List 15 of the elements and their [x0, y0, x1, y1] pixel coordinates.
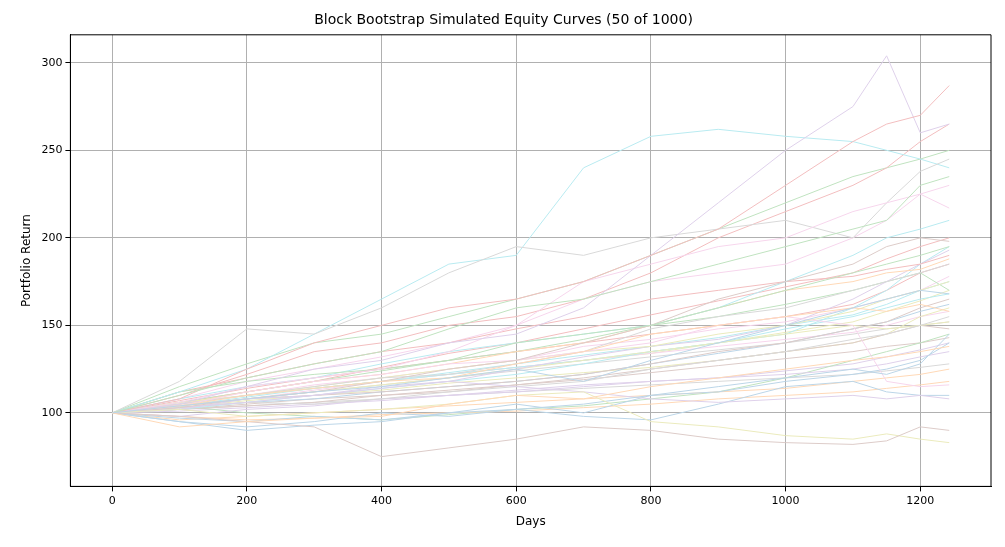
- y-tick-label: 300: [41, 55, 63, 69]
- x-tick-label: 0: [108, 493, 116, 507]
- y-tick-label: 150: [41, 318, 63, 332]
- x-tick-label: 400: [371, 493, 393, 507]
- x-tick-label: 1000: [771, 493, 800, 507]
- y-tick-label: 200: [41, 230, 63, 244]
- x-tick-label: 600: [505, 493, 527, 507]
- x-tick-label: 800: [640, 493, 662, 507]
- y-axis-title: Portfolio Return: [19, 214, 34, 308]
- x-tick-label: 1200: [906, 493, 935, 507]
- x-axis-title: Days: [515, 513, 546, 528]
- x-tick-label: 200: [236, 493, 258, 507]
- y-tick-label: 100: [41, 405, 63, 419]
- y-tick-label: 250: [41, 143, 63, 157]
- chart-title: Block Bootstrap Simulated Equity Curves (50 of 1000): [314, 11, 693, 28]
